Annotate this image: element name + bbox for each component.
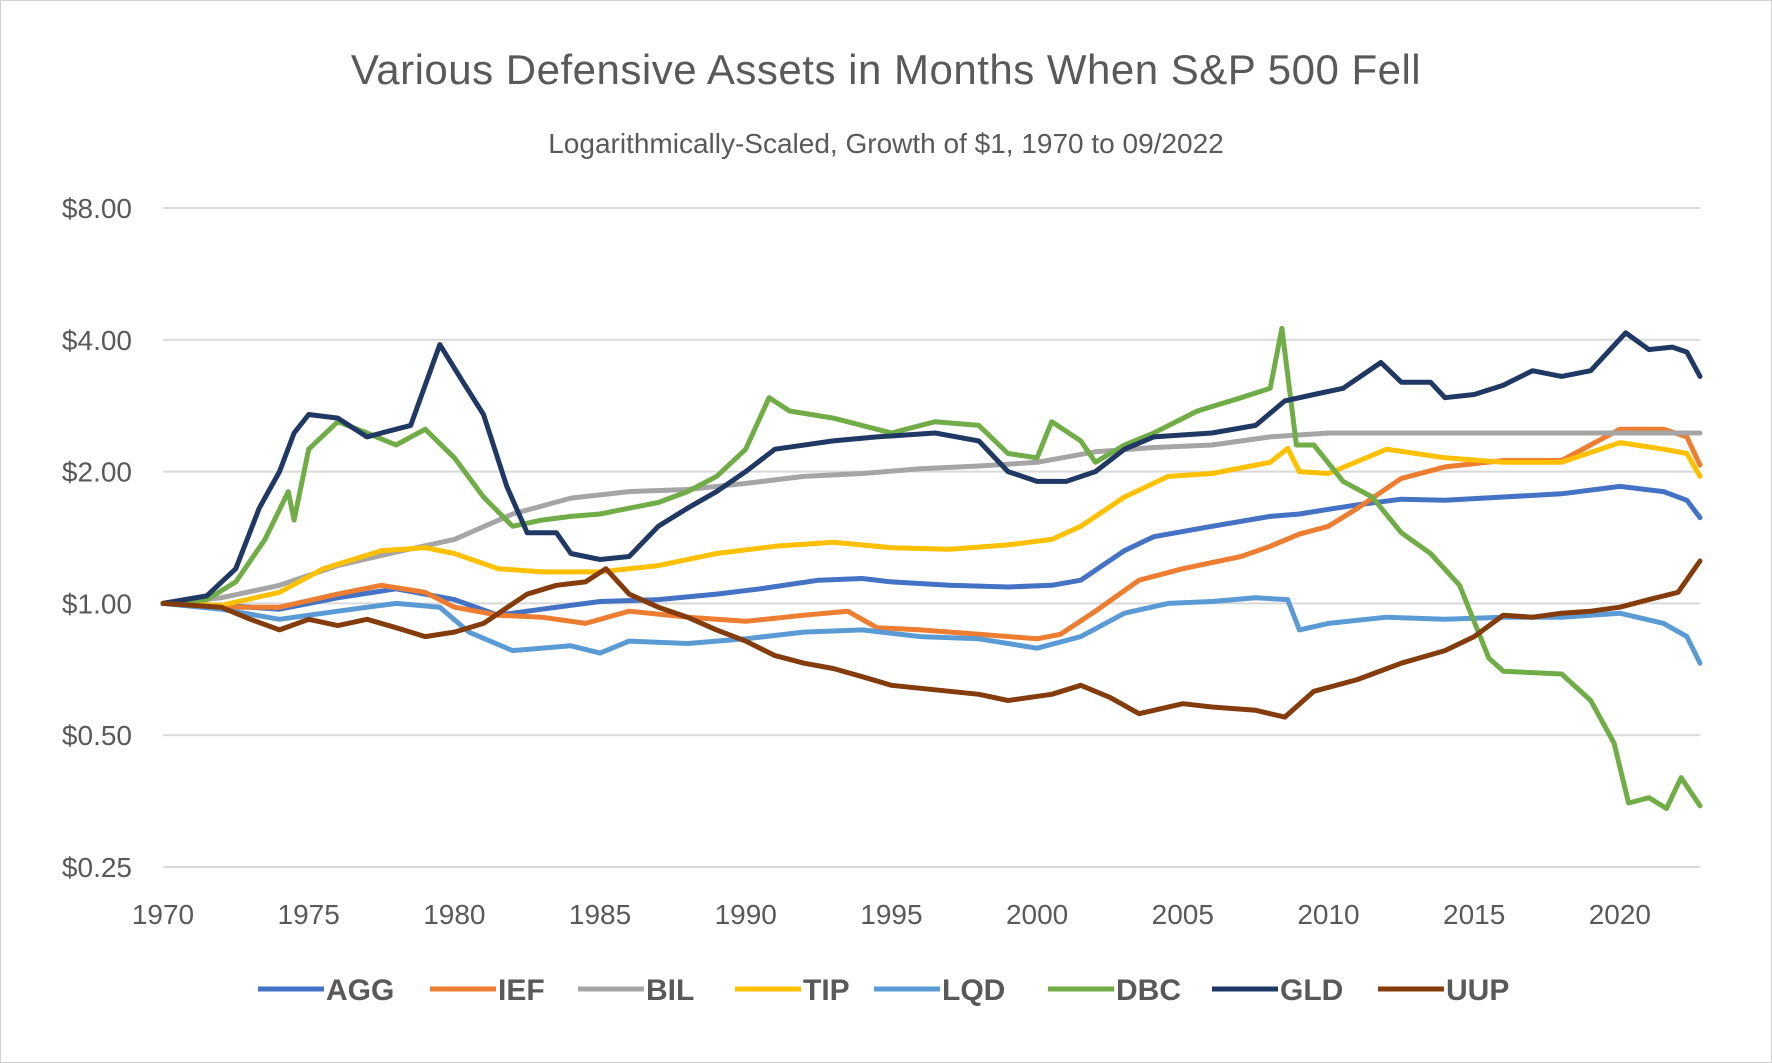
x-tick-label: 1975: [278, 899, 340, 930]
legend-label-gld: GLD: [1280, 974, 1343, 1007]
y-tick-label: $0.25: [62, 852, 132, 883]
y-tick-label: $2.00: [62, 457, 132, 488]
x-tick-label: 1980: [423, 899, 485, 930]
chart-subtitle: Logarithmically-Scaled, Growth of $1, 19…: [548, 128, 1224, 159]
x-tick-label: 1995: [860, 899, 922, 930]
gridlines: [163, 207, 1700, 737]
x-tick-label: 2015: [1443, 899, 1505, 930]
y-tick-label: $8.00: [62, 193, 132, 224]
legend-label-lqd: LQD: [942, 974, 1005, 1007]
legend: AGG IEF BIL TIP LQD DBC GLD UUP: [258, 974, 1509, 1007]
x-tick-label: 1970: [132, 899, 194, 930]
y-tick-label: $4.00: [62, 325, 132, 356]
y-axis-ticks: $0.25 $0.50 $1.00 $2.00 $4.00 $8.00: [62, 193, 132, 883]
chart-title: Various Defensive Assets in Months When …: [350, 46, 1422, 93]
x-tick-label: 2005: [1152, 899, 1214, 930]
legend-label-tip: TIP: [803, 974, 850, 1007]
series-line-dbc: [160, 325, 1703, 811]
series-line-ief: [160, 426, 1703, 642]
x-tick-label: 1990: [715, 899, 777, 930]
x-tick-label: 2000: [1006, 899, 1068, 930]
legend-label-uup: UUP: [1446, 974, 1509, 1007]
series-line-uup: [160, 558, 1703, 720]
x-tick-label: 2010: [1297, 899, 1359, 930]
x-tick-label: 2020: [1589, 899, 1651, 930]
legend-label-dbc: DBC: [1116, 974, 1181, 1007]
legend-label-ief: IEF: [498, 974, 545, 1007]
series-line-bil: [160, 430, 1703, 606]
series-lines: [160, 325, 1703, 811]
series-line-gld: [160, 330, 1703, 606]
y-tick-label: $0.50: [62, 720, 132, 751]
legend-label-agg: AGG: [326, 974, 394, 1007]
series-line-tip: [160, 440, 1703, 608]
y-tick-label: $1.00: [62, 588, 132, 619]
series-line-agg: [160, 483, 1703, 618]
x-tick-label: 1985: [569, 899, 631, 930]
legend-label-bil: BIL: [646, 974, 694, 1007]
x-axis-ticks: 1970 1975 1980 1985 1990 1995 2000 2005 2010 2015…: [132, 899, 1651, 930]
